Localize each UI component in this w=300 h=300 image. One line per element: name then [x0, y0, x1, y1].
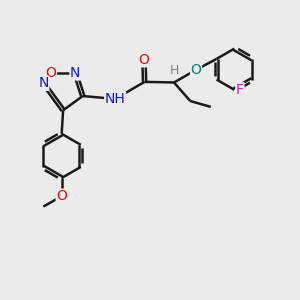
Text: O: O	[139, 53, 149, 67]
Text: N: N	[38, 76, 49, 90]
Text: F: F	[236, 83, 244, 97]
Text: O: O	[56, 189, 67, 203]
Text: O: O	[46, 66, 56, 80]
Text: N: N	[70, 66, 80, 80]
Text: NH: NH	[105, 92, 125, 106]
Text: O: O	[191, 63, 202, 77]
Text: H: H	[169, 64, 179, 76]
